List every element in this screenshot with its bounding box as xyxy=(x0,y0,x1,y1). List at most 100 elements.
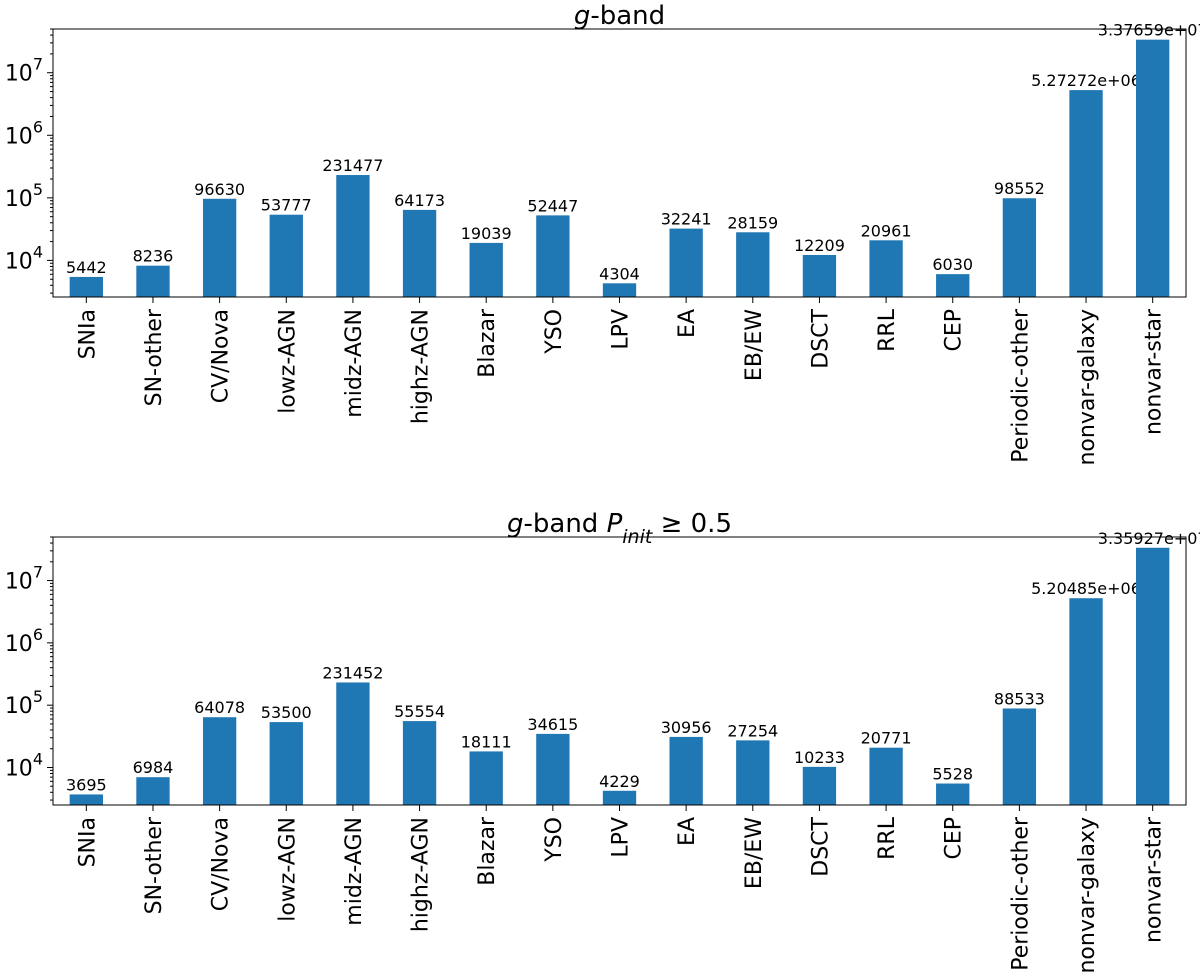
data-label: 231477 xyxy=(322,156,383,175)
bar-highz-agn xyxy=(402,209,437,297)
bar-cep xyxy=(936,274,970,297)
y-tick-label: 104 xyxy=(5,749,43,781)
bar-eb-ew xyxy=(736,740,770,805)
data-label: 5442 xyxy=(66,258,107,277)
bar-dsct xyxy=(802,254,837,297)
bar-nonvar-star xyxy=(1136,39,1170,298)
x-tick-label: CEP xyxy=(942,309,967,352)
data-label: 10233 xyxy=(794,748,845,767)
bar-lpv xyxy=(602,283,637,297)
data-label: 96630 xyxy=(194,180,245,199)
x-tick-label: CEP xyxy=(942,817,967,860)
bar-yso xyxy=(536,733,570,805)
bar-eb-ew xyxy=(736,232,770,297)
x-tick-label: highz-AGN xyxy=(409,309,434,424)
data-label: 5.20485e+06 xyxy=(1031,579,1141,598)
bar-midz-agn xyxy=(336,682,370,805)
bar-midz-agn xyxy=(336,175,370,297)
x-tick-label: lowz-AGN xyxy=(275,817,300,922)
chart-title: g-band xyxy=(574,1,665,31)
data-label: 5528 xyxy=(932,765,973,784)
data-label: 20961 xyxy=(861,221,912,240)
x-tick-label: EA xyxy=(675,309,700,338)
bar-ea xyxy=(669,228,703,297)
bar-snia xyxy=(69,794,103,805)
data-label: 6984 xyxy=(133,758,174,777)
bar-blazar xyxy=(469,242,503,297)
chart-title: g-band Pinit ≥ 0.5 xyxy=(507,509,732,548)
y-tick-label: 107 xyxy=(5,563,43,595)
y-tick-label: 107 xyxy=(5,55,43,87)
y-tick-label: 106 xyxy=(5,625,43,657)
bar-cep xyxy=(936,783,970,805)
data-label: 30956 xyxy=(661,718,712,737)
data-label: 12209 xyxy=(794,236,845,255)
bar-yso xyxy=(536,215,570,297)
bar-ea xyxy=(669,736,703,805)
bar-blazar xyxy=(469,751,503,805)
data-label: 64173 xyxy=(394,191,445,210)
data-label: 18111 xyxy=(461,732,512,751)
bar-rrl xyxy=(869,747,903,805)
y-tick-label: 106 xyxy=(5,117,43,149)
bar-nonvar-galaxy xyxy=(1069,598,1103,805)
bar-sn-other xyxy=(136,777,170,805)
x-tick-label: SNIa xyxy=(75,817,100,867)
x-tick-label: YSO xyxy=(542,309,567,355)
g-band-pinit-chart: g-band Pinit ≥ 0.5 3695 6984 64078 53500 2314… xyxy=(5,509,1200,974)
x-tick-label: lowz-AGN xyxy=(275,309,300,414)
data-label: 3695 xyxy=(66,775,107,794)
data-label: 53500 xyxy=(261,703,312,722)
bar-sn-other xyxy=(136,265,170,297)
data-label: 52447 xyxy=(527,196,578,215)
x-tick-label: DSCT xyxy=(808,816,833,876)
data-label: 19039 xyxy=(461,224,512,243)
data-label: 3.37659e+07 xyxy=(1098,21,1200,40)
data-label: 53777 xyxy=(261,196,312,215)
x-tick-label: RRL xyxy=(875,816,900,860)
data-label: 4229 xyxy=(599,772,640,791)
data-label: 231452 xyxy=(322,663,383,682)
x-tick-label: EB/EW xyxy=(742,309,767,381)
x-tick-label: Blazar xyxy=(475,816,500,886)
x-tick-label: RRL xyxy=(875,308,900,352)
bar-nonvar-galaxy xyxy=(1069,90,1103,298)
y-tick-label: 105 xyxy=(5,180,43,212)
bar-highz-agn xyxy=(402,721,437,805)
x-tick-label: Periodic-other xyxy=(1008,816,1033,971)
x-tick-label: midz-AGN xyxy=(342,309,367,418)
x-tick-label: nonvar-galaxy xyxy=(1075,817,1100,974)
data-label: 5.27272e+06 xyxy=(1031,71,1141,90)
bar-nonvar-star xyxy=(1136,547,1170,805)
g-band-chart: g-band 5442 8236 96630 53777 231477 64173 19039… xyxy=(5,1,1200,466)
x-tick-label: SN-other xyxy=(142,308,167,406)
x-tick-label: CV/Nova xyxy=(209,817,234,911)
bar-periodic-other xyxy=(1002,198,1037,297)
data-label: 88533 xyxy=(994,689,1045,708)
x-tick-label: CV/Nova xyxy=(209,309,234,403)
x-tick-label: SN-other xyxy=(142,816,167,914)
data-label: 20771 xyxy=(861,729,912,748)
x-tick-label: YSO xyxy=(542,817,567,863)
bar-lowz-agn xyxy=(269,214,303,297)
data-label: 8236 xyxy=(133,247,174,266)
bar-lpv xyxy=(602,790,637,805)
x-tick-label: EA xyxy=(675,817,700,846)
x-tick-label: Blazar xyxy=(475,308,500,378)
data-label: 4304 xyxy=(599,264,640,283)
bar-periodic-other xyxy=(1002,708,1037,805)
data-label: 98552 xyxy=(994,179,1045,198)
bar-cv-nova xyxy=(202,717,237,805)
bar-cv-nova xyxy=(202,198,237,297)
data-label: 6030 xyxy=(932,255,973,274)
x-tick-label: highz-AGN xyxy=(409,817,434,932)
bar-snia xyxy=(69,276,103,297)
x-tick-label: EB/EW xyxy=(742,817,767,889)
x-tick-label: nonvar-galaxy xyxy=(1075,309,1100,466)
data-label: 34615 xyxy=(527,715,578,734)
data-label: 64078 xyxy=(194,698,245,717)
data-label: 32241 xyxy=(661,210,712,229)
data-label: 28159 xyxy=(727,213,778,232)
x-tick-label: DSCT xyxy=(808,308,833,368)
x-tick-label: midz-AGN xyxy=(342,817,367,926)
